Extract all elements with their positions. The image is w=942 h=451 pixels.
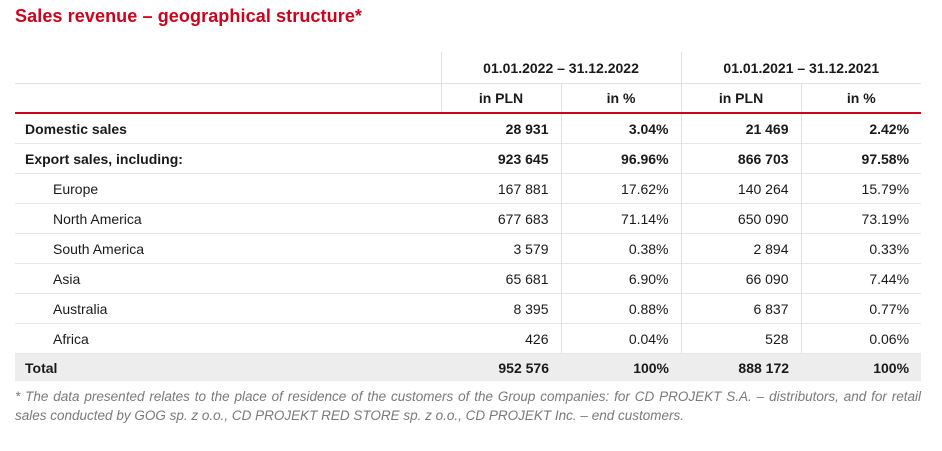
row-label: South America <box>15 233 441 264</box>
total-row: Total 952 576 100% 888 172 100% <box>15 353 922 381</box>
footnote: * The data presented relates to the plac… <box>15 389 921 423</box>
value-2021: 888 172 <box>681 353 802 381</box>
row-label: Export sales, including: <box>15 143 441 174</box>
percent-2022: 96.96% <box>561 143 682 174</box>
period-header-row: 01.01.2022 – 31.12.2022 01.01.2021 – 31.… <box>15 52 922 84</box>
value-2021: 21 469 <box>681 113 802 144</box>
percent-2022: 0.04% <box>561 323 682 354</box>
percent-2021: 0.77% <box>801 293 922 324</box>
unit-2021-pln: in PLN <box>681 83 802 114</box>
row-label: Domestic sales <box>15 113 441 144</box>
unit-2022-pln: in PLN <box>441 83 562 114</box>
percent-2022: 71.14% <box>561 203 682 234</box>
percent-2022: 3.04% <box>561 113 682 144</box>
percent-2021: 73.19% <box>801 203 922 234</box>
value-2022: 28 931 <box>441 113 562 144</box>
value-2021: 866 703 <box>681 143 802 174</box>
value-2022: 923 645 <box>441 143 562 174</box>
percent-2022: 100% <box>561 353 682 381</box>
table-row: Africa 426 0.04% 528 0.06% <box>15 323 922 354</box>
value-2021: 66 090 <box>681 263 802 294</box>
value-2021: 2 894 <box>681 233 802 264</box>
table-row: North America 677 683 71.14% 650 090 73.… <box>15 203 922 234</box>
percent-2021: 15.79% <box>801 173 922 204</box>
table-row: Australia 8 395 0.88% 6 837 0.77% <box>15 293 922 324</box>
value-2022: 8 395 <box>441 293 562 324</box>
row-label: Total <box>15 353 441 381</box>
row-label: Asia <box>15 263 441 294</box>
row-label: Europe <box>15 173 441 204</box>
percent-2022: 17.62% <box>561 173 682 204</box>
value-2021: 140 264 <box>681 173 802 204</box>
value-2022: 3 579 <box>441 233 562 264</box>
period-2021-header: 01.01.2021 – 31.12.2021 <box>681 52 922 84</box>
value-2022: 65 681 <box>441 263 562 294</box>
value-2022: 952 576 <box>441 353 561 381</box>
table-title: Sales revenue – geographical structure* <box>15 6 363 26</box>
value-2022: 426 <box>441 323 562 354</box>
value-2022: 167 881 <box>441 173 562 204</box>
empty-header-cell <box>15 83 442 114</box>
row-label: North America <box>15 203 441 234</box>
value-2022: 677 683 <box>441 203 562 234</box>
percent-2022: 0.88% <box>561 293 682 324</box>
percent-2022: 0.38% <box>561 233 682 264</box>
unit-header-row: in PLN in % in PLN in % <box>15 83 922 114</box>
percent-2021: 0.06% <box>801 323 922 354</box>
row-label: Australia <box>15 293 441 324</box>
percent-2022: 6.90% <box>561 263 682 294</box>
unit-2021-pct: in % <box>801 83 922 114</box>
value-2021: 528 <box>681 323 802 354</box>
revenue-table: 01.01.2022 – 31.12.2022 01.01.2021 – 31.… <box>15 52 922 381</box>
unit-2022-pct: in % <box>561 83 682 114</box>
percent-2021: 0.33% <box>801 233 922 264</box>
table-row: Europe 167 881 17.62% 140 264 15.79% <box>15 173 922 204</box>
percent-2021: 97.58% <box>801 143 922 174</box>
value-2021: 650 090 <box>681 203 802 234</box>
table-row: Domestic sales 28 931 3.04% 21 469 2.42% <box>15 113 922 144</box>
empty-header-cell <box>15 52 442 84</box>
table-row: Export sales, including: 923 645 96.96% … <box>15 143 922 174</box>
period-2022-header: 01.01.2022 – 31.12.2022 <box>441 52 682 84</box>
value-2021: 6 837 <box>681 293 802 324</box>
row-label: Africa <box>15 323 441 354</box>
percent-2021: 7.44% <box>801 263 922 294</box>
table-row: Asia 65 681 6.90% 66 090 7.44% <box>15 263 922 294</box>
table-row: South America 3 579 0.38% 2 894 0.33% <box>15 233 922 264</box>
percent-2021: 2.42% <box>801 113 922 144</box>
percent-2021: 100% <box>801 353 922 381</box>
